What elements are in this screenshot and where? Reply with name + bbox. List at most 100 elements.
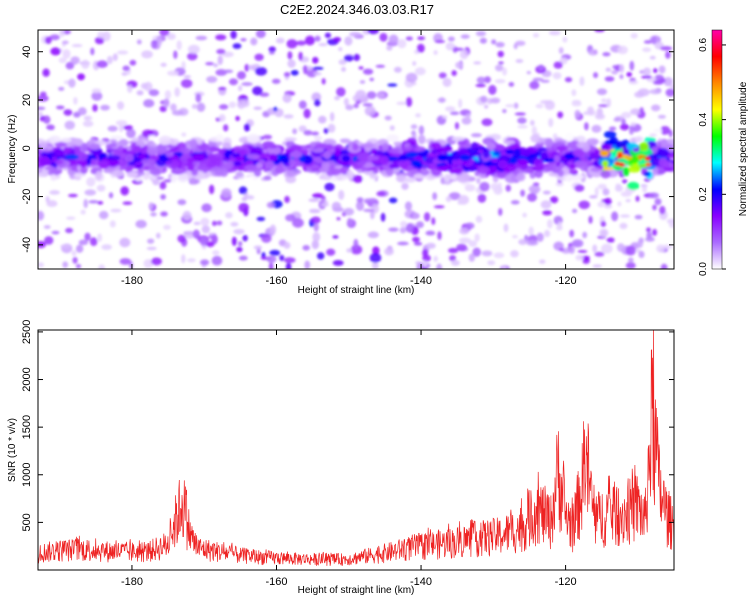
spectrogram-cell: [510, 142, 520, 151]
spectrogram-cell: [353, 103, 359, 109]
spectrogram-cell: [218, 114, 226, 122]
spectrogram-cell: [313, 71, 322, 76]
spectrogram-cell: [646, 227, 651, 233]
spectrogram-cell: [436, 165, 450, 172]
spectrogram-cell: [177, 199, 187, 206]
spectrogram-cell: [143, 99, 155, 108]
spectrogram-cell: [333, 36, 342, 43]
spectrogram-cell: [262, 134, 273, 140]
spectrogram-cell: [336, 87, 346, 97]
spectrogram-cell: [388, 34, 399, 45]
spectrogram-cell: [298, 51, 303, 61]
spectrogram-cell: [146, 246, 157, 251]
spectrogram-cell: [62, 49, 71, 59]
spectrogram-cell: [217, 55, 223, 66]
spectrogram-cell: [363, 198, 376, 202]
spectrogram-cell: [198, 143, 210, 152]
spectrogram-cell: [505, 184, 512, 192]
spectrogram-cell: [447, 36, 455, 42]
spectrogram-cell: [150, 39, 158, 49]
spectrogram-cell: [505, 149, 515, 155]
spectrogram-cell: [616, 243, 625, 252]
spectrogram-cell: [477, 166, 490, 175]
spectrogram-cell: [405, 223, 415, 233]
spectrogram-cell: [474, 233, 480, 242]
spectrogram-cell: [122, 65, 130, 72]
spectrogram-cell: [477, 193, 487, 203]
spectrogram-cell: [451, 259, 460, 266]
spectrogram-cell: [42, 68, 50, 77]
spectrogram-cell: [73, 144, 81, 155]
spectrogram-cell: [364, 106, 376, 117]
spectrogram-cell: [127, 84, 133, 93]
spectrogram-cell: [398, 159, 412, 167]
spectrogram-cell: [187, 258, 196, 263]
spectrogram-cell: [334, 95, 340, 101]
spectrogram-cell: [490, 97, 501, 104]
spectrogram-cell: [312, 232, 321, 242]
spectrogram-cell: [346, 248, 353, 253]
spectrogram-cell: [625, 198, 631, 203]
spectrogram-cell: [417, 36, 426, 41]
spectrogram-cell: [332, 235, 339, 239]
spectrogram-cell: [644, 156, 651, 161]
spectrogram-cell: [106, 55, 113, 65]
spectrogram-cell: [638, 141, 650, 152]
spectrogram-cell: [221, 188, 232, 198]
spectrogram-cell: [557, 221, 563, 230]
spectrogram-cell: [117, 101, 125, 110]
spectrogram-cell: [141, 50, 153, 59]
spectrogram-cell: [651, 146, 658, 153]
spectrogram-cell: [353, 53, 361, 62]
spectrogram-cell: [266, 255, 277, 263]
spectrogram-cell: [238, 255, 248, 261]
spectrogram-cell: [532, 32, 540, 38]
spectrogram-cell: [410, 124, 418, 130]
colorbar: 0.0 0.2 0.4 0.6 Normalized spectral amplitu…: [698, 29, 749, 276]
spectrogram-cell: [334, 147, 342, 157]
spectrogram-y-axis: -40 -20 0 20 40: [21, 46, 674, 253]
spectrogram-cell: [432, 192, 438, 201]
spectrogram-y-tick-label: 40: [21, 46, 33, 58]
spectrogram-cell: [285, 214, 296, 222]
spectrogram-cell: [445, 42, 455, 51]
spectrogram-cell: [303, 108, 311, 119]
spectrogram-cell: [282, 93, 292, 103]
spectrogram-cell: [468, 164, 476, 171]
spectrogram-cell: [311, 175, 320, 184]
spectrogram-cell: [619, 222, 628, 230]
spectrogram-cell: [658, 157, 668, 168]
spectrogram-cell: [418, 125, 425, 135]
spectrogram-cell: [253, 106, 262, 110]
spectrogram-cell: [97, 233, 103, 242]
spectrogram-cell: [530, 134, 541, 143]
spectrogram-cell: [577, 249, 588, 253]
spectrogram-cell: [59, 30, 65, 38]
spectrogram-cell: [152, 178, 160, 186]
spectrogram-cell: [459, 49, 469, 60]
snr-x-label: Height of straight line (km): [298, 585, 415, 596]
spectrogram-cell: [479, 37, 487, 44]
spectrogram-cell: [415, 113, 421, 118]
spectrogram-cell: [198, 162, 208, 169]
spectrogram-cell: [43, 115, 51, 124]
spectrogram-cell: [66, 216, 76, 220]
spectrogram-cell: [349, 31, 361, 37]
spectrogram-cell: [375, 64, 386, 68]
spectrogram-cell: [225, 212, 233, 219]
spectrogram-cell: [581, 156, 589, 163]
spectrogram-cell: [237, 85, 243, 92]
spectrogram-cell: [649, 55, 656, 60]
spectrogram-cell: [99, 210, 109, 220]
spectrogram-cell: [371, 203, 379, 214]
spectrogram-cell: [643, 171, 651, 177]
spectrogram-cell: [498, 207, 503, 216]
spectrogram-cell: [213, 63, 219, 68]
spectrogram-cell: [445, 196, 452, 202]
spectrogram-cell: [510, 200, 520, 205]
spectrogram-cell: [584, 256, 590, 261]
spectrogram-cell: [237, 103, 242, 107]
spectrogram-y-tick-label: 20: [21, 94, 33, 106]
spectrogram-cell: [49, 34, 60, 41]
spectrogram-cell: [490, 157, 499, 163]
